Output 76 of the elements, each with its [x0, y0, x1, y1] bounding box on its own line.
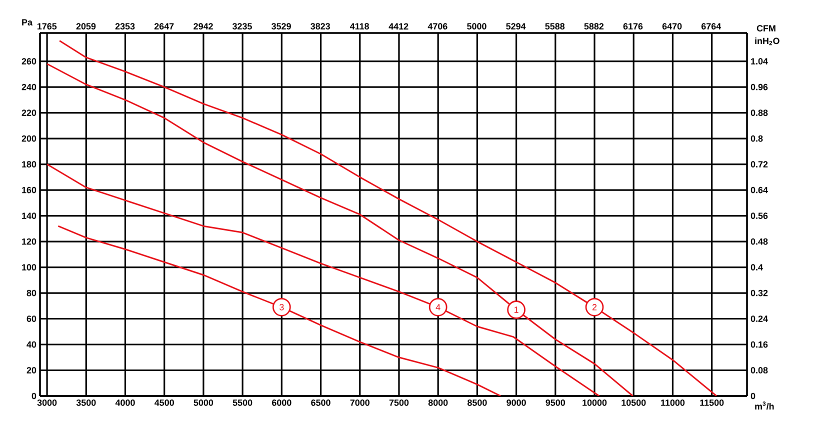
x-tick-label: 4000	[115, 400, 135, 406]
x-tick-label: 11000	[661, 400, 685, 406]
x2-tick-label: 5882	[584, 23, 604, 30]
y-axis-title: Pa	[22, 19, 33, 26]
line-series	[46, 63, 634, 396]
line-series	[58, 40, 718, 396]
y-tick-label: 40	[26, 341, 36, 348]
x2-tick-label: 6764	[701, 23, 722, 30]
x2-tick-label: 5000	[467, 23, 486, 30]
x-tick-label: 10000	[582, 400, 607, 406]
x2-tick-label: 4118	[350, 23, 370, 30]
y2-tick-label: 0.08	[750, 367, 768, 374]
x-tick-label: 6000	[272, 400, 292, 406]
y2-tick-label: 0.88	[750, 110, 768, 116]
x2-tick-label: 5294	[506, 23, 526, 30]
x-tick-label: 9500	[546, 400, 566, 406]
annotation: 2	[592, 304, 597, 310]
y2-tick-label: 0.4	[750, 264, 763, 270]
y-tick-label: 80	[26, 290, 36, 296]
y-tick-label: 140	[22, 212, 36, 219]
x2-tick-label: 2647	[154, 23, 174, 30]
y-tick-label: 240	[22, 84, 36, 90]
y-tick-label: 20	[26, 367, 36, 374]
y2-tick-label: 0.64	[750, 186, 768, 194]
x-tick-label: 10500	[622, 400, 646, 406]
x-tick-label: 7500	[389, 400, 409, 406]
x2-tick-label: 2353	[115, 23, 135, 30]
x2-tick-label: 2059	[76, 23, 96, 30]
x-tick-label: 5500	[232, 400, 252, 406]
y2-tick-label: 0.72	[750, 161, 768, 168]
y2-tick-label: 0.32	[750, 290, 768, 296]
y-tick-label: 100	[22, 264, 36, 270]
x2-tick-label: 2942	[194, 23, 213, 30]
line-series	[46, 164, 600, 396]
y-tick-label: 260	[22, 58, 36, 64]
x2-tick-label: 4412	[388, 23, 408, 30]
y-tick-label: 0	[32, 392, 36, 400]
x2-tick-label: 3235	[232, 23, 252, 30]
x-tick-label: 8500	[468, 400, 487, 406]
x-tick-label: 8000	[428, 400, 448, 406]
x-tick-label: 6500	[311, 400, 330, 406]
x2-tick-label: 1765	[38, 23, 57, 30]
x2-tick-label: 6176	[623, 23, 643, 30]
x2-tick-label: 3529	[272, 23, 291, 30]
y2-tick-label: 0	[750, 392, 756, 400]
x-tick-label: 4500	[154, 400, 174, 406]
x2-tick-label: 3823	[310, 23, 330, 30]
line-series	[57, 225, 502, 396]
x-tick-label: 9000	[506, 400, 526, 406]
x2-axis-title: CFM	[756, 25, 776, 32]
y-tick-label: 120	[22, 238, 36, 245]
y2-axis-title: inH$_{2}$O	[755, 38, 780, 46]
x-tick-label: 3000	[37, 400, 57, 406]
y-tick-label: 220	[22, 110, 36, 116]
annotation: 1	[514, 306, 518, 313]
y-tick-label: 60	[26, 316, 36, 322]
y2-tick-label: 0.8	[750, 135, 763, 142]
y-tick-label: 160	[22, 186, 36, 194]
x-tick-label: 5000	[194, 400, 214, 406]
y2-tick-label: 1.04	[751, 58, 768, 64]
annotation: 4	[436, 304, 440, 310]
x-tick-label: 3500	[76, 400, 96, 406]
y2-tick-label: 0.56	[750, 212, 768, 219]
x-axis-title: m$^{3}$/h	[755, 402, 774, 410]
y2-tick-label: 0.48	[750, 238, 768, 245]
annotation: 3	[280, 304, 284, 310]
x2-tick-label: 6470	[662, 23, 682, 30]
y-tick-label: 200	[22, 135, 36, 142]
x2-tick-label: 5588	[545, 23, 565, 30]
x-tick-label: 11500	[700, 400, 724, 406]
y2-tick-label: 0.16	[750, 341, 768, 348]
y-tick-label: 180	[22, 161, 36, 168]
x-tick-label: 7000	[350, 400, 370, 406]
y2-tick-label: 0.96	[750, 84, 768, 90]
x2-tick-label: 4706	[428, 23, 448, 30]
y2-tick-label: 0.24	[750, 316, 768, 322]
